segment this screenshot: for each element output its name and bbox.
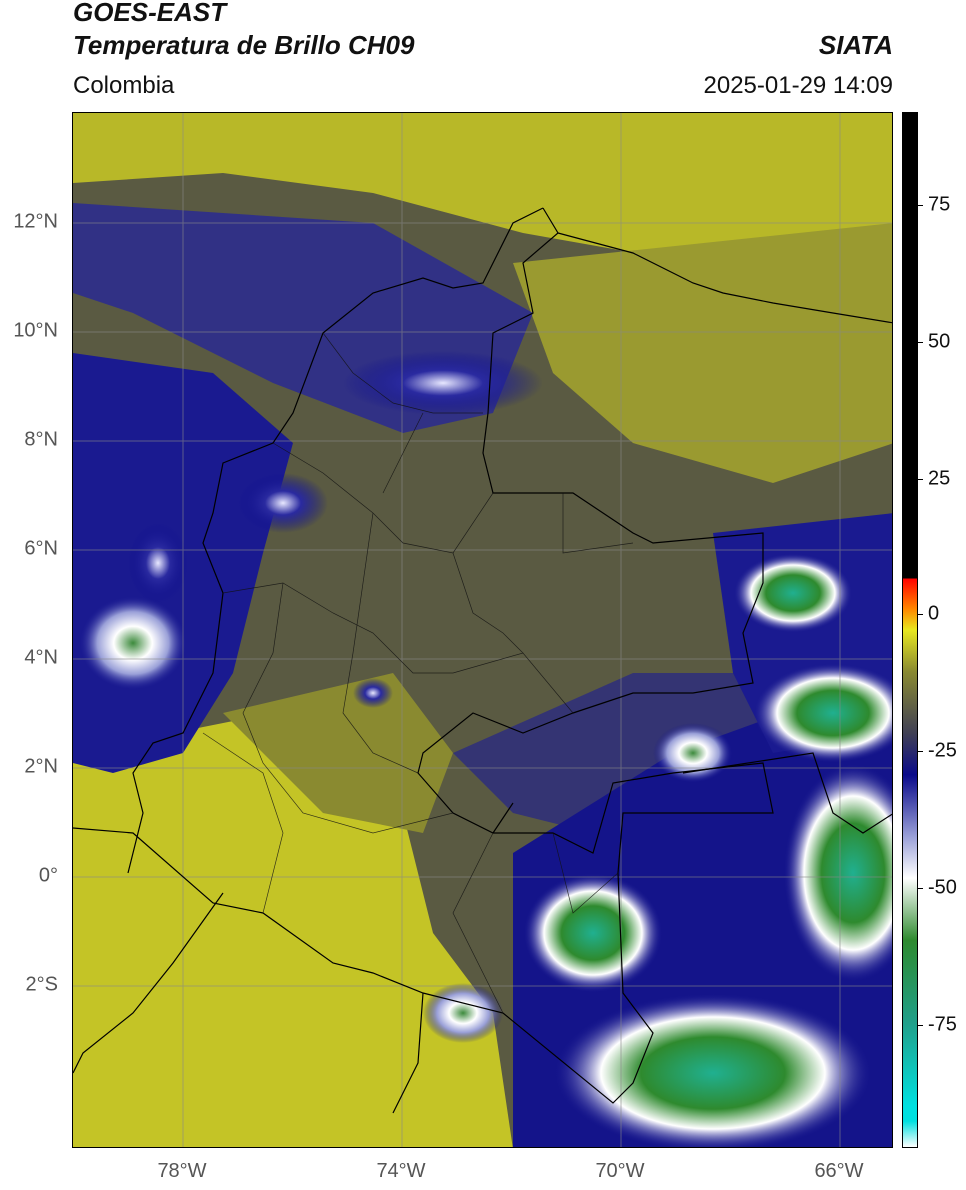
- yellow-region-venezuela: [513, 223, 892, 483]
- convective-cloud-pacific: [78, 595, 188, 691]
- datetime-label: 2025-01-29 14:09: [703, 72, 894, 99]
- cloud-pacific-north: [128, 523, 188, 603]
- yellow-region-north: [73, 113, 892, 263]
- map-canvas: [73, 113, 892, 1147]
- cb-tick-mark-50: [918, 342, 923, 343]
- colorbar: [902, 112, 918, 1148]
- colorbar-label-25: 25: [928, 467, 951, 490]
- colorbar-label-neg25: -25: [928, 739, 957, 762]
- region-label: Colombia: [73, 72, 175, 99]
- colorbar-label-0: 0: [928, 602, 940, 625]
- lat-tick-10n: 10°N: [13, 319, 58, 342]
- colorbar-label-50: 50: [928, 330, 951, 353]
- lat-tick-0: 0°: [38, 864, 58, 887]
- lon-tick-74w: 74°W: [376, 1160, 426, 1182]
- colorbar-label-neg75: -75: [928, 1013, 957, 1036]
- lat-tick-12n: 12°N: [13, 210, 58, 233]
- lat-tick-8n: 8°N: [24, 428, 58, 451]
- lon-tick-78w: 78°W: [157, 1160, 207, 1182]
- department-boundaries: [202, 332, 634, 1014]
- lon-tick-66w: 66°W: [814, 1160, 864, 1182]
- yellow-region-central: [223, 673, 453, 833]
- lat-tick-6n: 6°N: [24, 537, 58, 560]
- cloud-meta: [353, 678, 393, 708]
- lat-tick-4n: 4°N: [24, 646, 58, 669]
- colorbar-label-neg50: -50: [928, 876, 957, 899]
- satellite-title: GOES-EAST: [73, 0, 227, 27]
- cloud-amazon-south: [553, 993, 873, 1147]
- cloud-sierra-nevada: [343, 351, 543, 415]
- cloud-putumayo: [423, 983, 503, 1043]
- lon-tick-70w: 70°W: [595, 1160, 645, 1182]
- colorbar-label-75: 75: [928, 193, 951, 216]
- cloud-antioquia: [238, 473, 328, 533]
- cloud-amazon-east: [783, 763, 892, 983]
- cb-tick-mark-25: [918, 479, 923, 480]
- cloud-venezuela-2: [753, 663, 892, 763]
- map-gridlines: [73, 113, 892, 1147]
- product-title: Temperatura de Brillo CH09: [73, 30, 415, 60]
- cb-tick-mark-neg25: [918, 751, 923, 752]
- lat-tick-2s: 2°S: [25, 973, 58, 996]
- source-title: SIATA: [818, 30, 893, 60]
- cloud-venezuela-1: [733, 553, 853, 633]
- cb-tick-mark-75: [918, 205, 923, 206]
- cb-tick-mark-neg50: [918, 888, 923, 889]
- cloud-amazon-center: [523, 873, 663, 993]
- satellite-map: [72, 112, 893, 1148]
- cb-tick-mark-0: [918, 614, 923, 615]
- lat-tick-2n: 2°N: [24, 755, 58, 778]
- cb-tick-mark-neg75: [918, 1025, 923, 1026]
